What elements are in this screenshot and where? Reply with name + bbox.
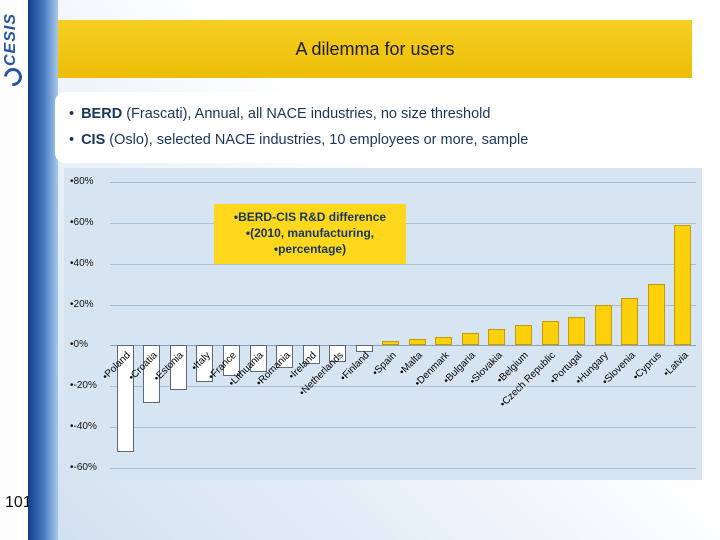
bar-portugal bbox=[568, 316, 586, 346]
bar-bulgaria bbox=[461, 333, 479, 346]
bar-belgium bbox=[514, 325, 532, 346]
chart-plot: •80% •60% •40% •20% •0% •-20% •-40% •-60% •Polan… bbox=[64, 168, 702, 480]
y-axis-label: •-60% bbox=[70, 462, 97, 473]
bar-romania bbox=[276, 345, 294, 368]
bar-malta bbox=[408, 339, 426, 346]
cesis-logo: CESIS bbox=[2, 12, 19, 66]
bar-lithuania bbox=[249, 345, 267, 372]
gridline bbox=[110, 345, 696, 347]
bar-czech-republic bbox=[541, 320, 559, 346]
bullet-item-berd: • BERD (Frascati), Annual, all NACE indus… bbox=[69, 101, 701, 127]
chart-panel: •80% •60% •40% •20% •0% •-20% •-40% •-60% •Polan… bbox=[64, 168, 702, 480]
bar-spain bbox=[382, 341, 400, 346]
bullet-marker: • bbox=[69, 106, 75, 122]
gridline bbox=[110, 468, 696, 469]
gridline bbox=[110, 427, 696, 429]
bullet-rest-text: (Oslo), selected NACE industries, 10 emp… bbox=[105, 132, 529, 148]
y-axis-label: •60% bbox=[70, 216, 94, 228]
bar-latvia bbox=[674, 224, 692, 346]
y-axis-label: •-20% bbox=[70, 380, 97, 392]
bar-denmark bbox=[435, 337, 453, 346]
y-axis-label: •20% bbox=[70, 298, 94, 310]
gridline bbox=[110, 263, 696, 265]
bar-slovakia bbox=[488, 329, 506, 346]
bar-italy bbox=[196, 345, 214, 383]
bullet-rest-text: (Frascati), Annual, all NACE industries,… bbox=[122, 106, 491, 122]
title-banner: A dilemma for users bbox=[58, 20, 692, 78]
gridline bbox=[110, 386, 696, 388]
gridline bbox=[110, 304, 696, 306]
bullet-marker: • bbox=[69, 132, 75, 148]
bar-cyprus bbox=[647, 284, 665, 346]
gridline bbox=[110, 182, 696, 183]
bullet-item-cis: • CIS (Oslo), selected NACE industries, 1… bbox=[69, 127, 701, 153]
bullet-bold-text: BERD bbox=[81, 106, 123, 122]
cesis-logo-icon bbox=[0, 64, 26, 90]
chart-title-line: •BERD-CIS R&D difference bbox=[233, 210, 387, 224]
y-axis-label: •-40% bbox=[70, 421, 97, 433]
bar-croatia bbox=[143, 345, 161, 403]
bar-finland bbox=[355, 345, 373, 352]
y-axis-label: •0% bbox=[70, 339, 88, 351]
bar-netherlands bbox=[329, 345, 347, 362]
bar-ireland bbox=[302, 345, 320, 364]
sidebar-gradient-band bbox=[28, 0, 58, 540]
slide-title: A dilemma for users bbox=[295, 38, 455, 59]
y-axis-label: •80% bbox=[70, 176, 94, 187]
chart-title-line: •(2010, manufacturing, bbox=[245, 226, 375, 241]
bar-estonia bbox=[169, 345, 187, 391]
bar-hungary bbox=[594, 304, 612, 346]
bar-france bbox=[222, 345, 240, 377]
page-number: 101 bbox=[5, 494, 32, 511]
bar-poland bbox=[116, 345, 134, 452]
logo-column: CESIS 101 bbox=[0, 0, 32, 540]
y-axis-label: •40% bbox=[70, 257, 94, 269]
bar-slovenia bbox=[621, 298, 639, 346]
bullet-bold-text: CIS bbox=[81, 132, 106, 148]
chart-title-line: •percentage) bbox=[273, 242, 347, 257]
bullet-text-box: • BERD (Frascati), Annual, all NACE indus… bbox=[55, 92, 711, 163]
chart-title-box: •BERD-CIS R&D difference •(2010, manufac… bbox=[214, 204, 406, 264]
